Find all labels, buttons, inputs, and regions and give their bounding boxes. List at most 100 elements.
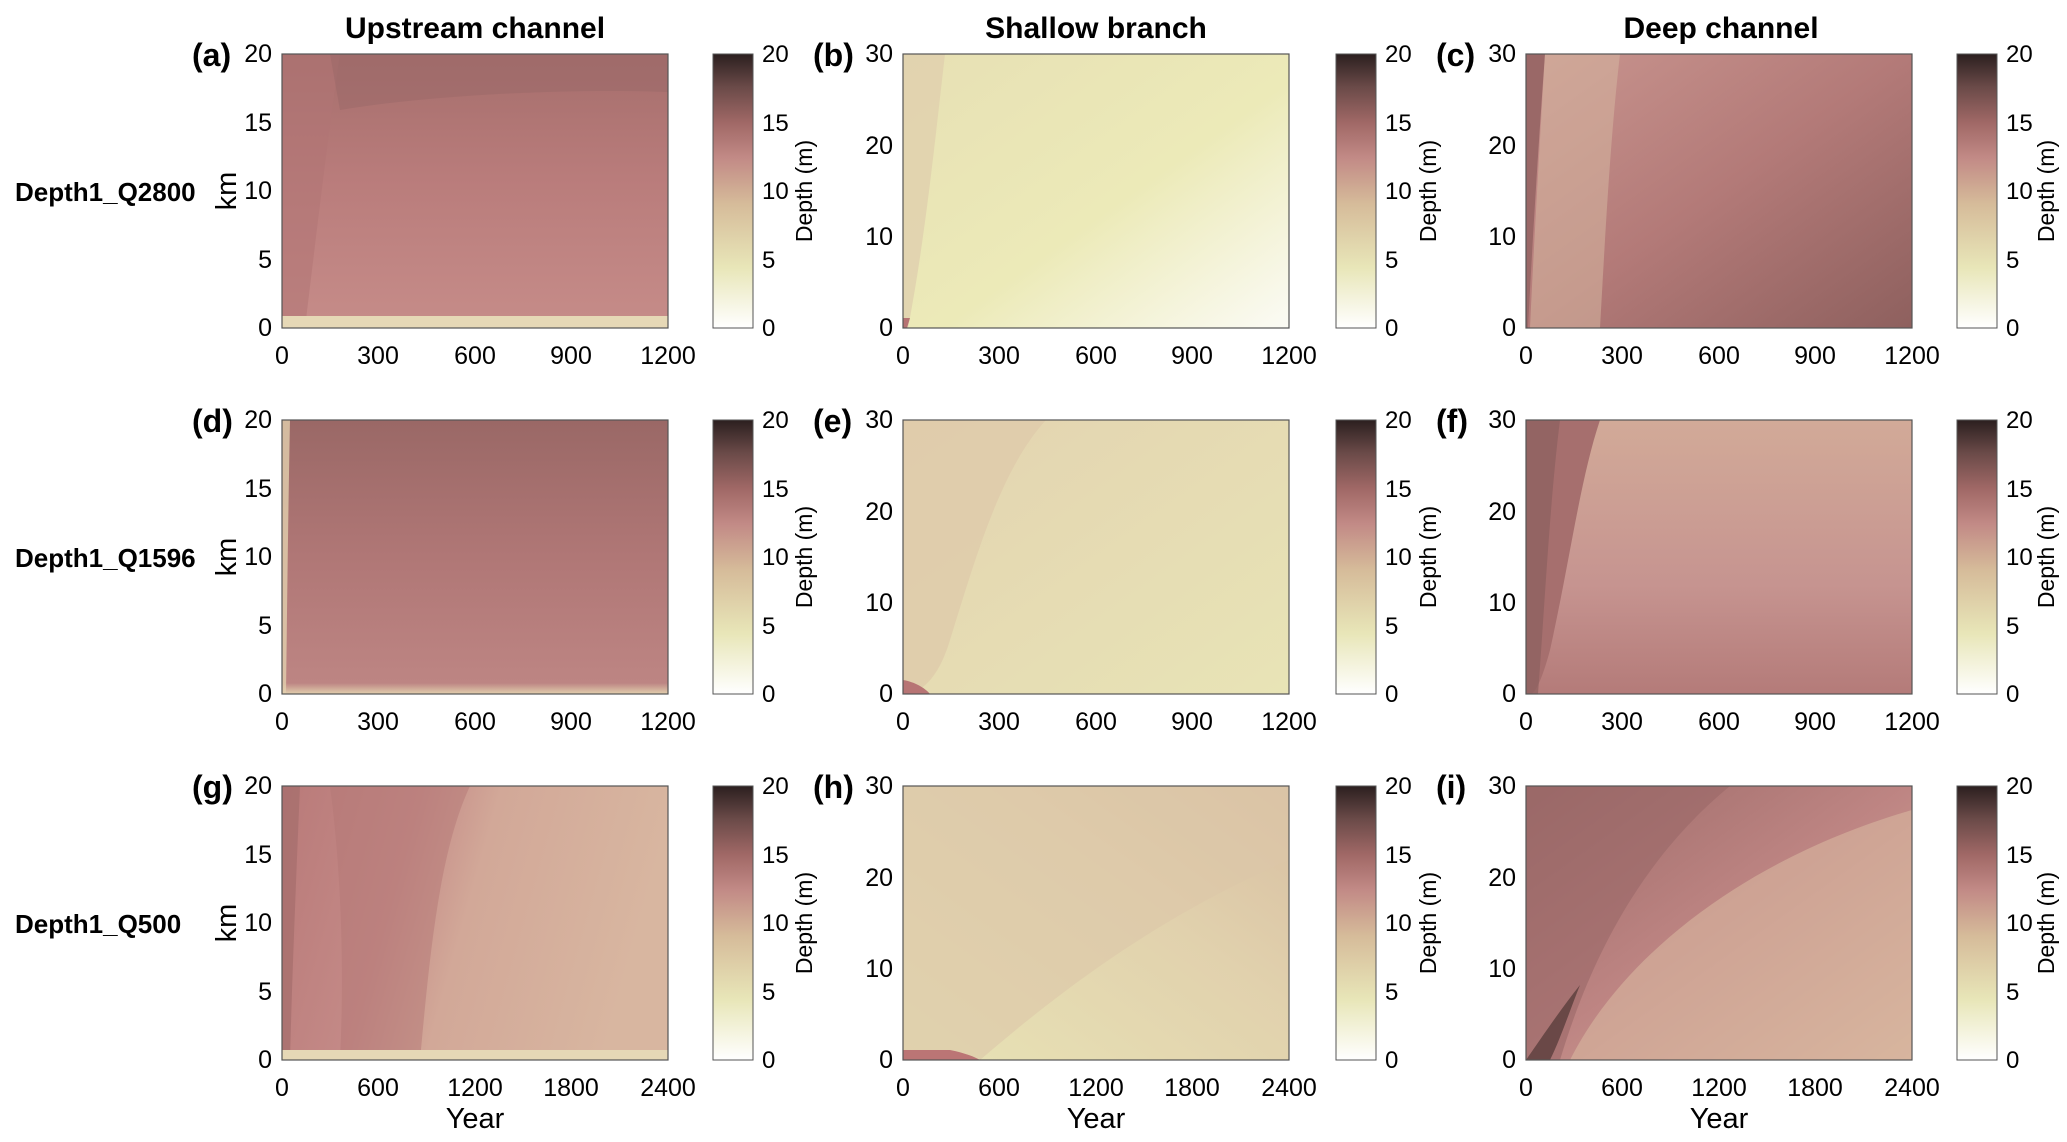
- x-tick-label: 600: [978, 1074, 1020, 1102]
- y-tick-label: 20: [1488, 498, 1516, 526]
- panel-letter-b: (b): [813, 37, 854, 73]
- x-tick-label: 1200: [1261, 342, 1317, 370]
- y-tick-label: 20: [244, 406, 272, 434]
- x-tick-label: 900: [550, 342, 592, 370]
- x-tick-label: 1200: [1068, 1074, 1124, 1102]
- colorbar-tick-label: 5: [1385, 247, 1398, 274]
- colorbar-tick-label: 20: [2006, 773, 2033, 800]
- depth-contour-band: [282, 1050, 668, 1060]
- colorbar-tick-label: 15: [1385, 476, 1412, 503]
- panel-a: (a) km 0 5 10 15 20 0 300 600 900 1200 0…: [192, 37, 817, 370]
- y-tick-label: 0: [1502, 314, 1516, 342]
- colorbar-tick-label: 15: [2006, 842, 2033, 869]
- colorbar-tick-label: 10: [2006, 910, 2033, 937]
- depth-contour-band: [903, 318, 910, 328]
- x-tick-label: 0: [896, 1074, 910, 1102]
- y-tick-label: 30: [1488, 40, 1516, 68]
- colorbar-tick-label: 15: [762, 476, 789, 503]
- y-tick-label: 30: [865, 406, 893, 434]
- x-tick-label: 1200: [1884, 342, 1940, 370]
- panel-e: (e) 0 10 20 30 0 300 600 900 1200 0 5 10…: [813, 403, 1441, 736]
- x-tick-label: 900: [1171, 342, 1213, 370]
- depth-contour-band: [1530, 54, 1620, 328]
- colorbar-tick-label: 10: [1385, 544, 1412, 571]
- colorbar: [712, 419, 754, 695]
- colorbar-label: Depth (m): [2033, 872, 2059, 974]
- x-tick-label: 1800: [1164, 1074, 1220, 1102]
- colorbar-label: Depth (m): [2033, 140, 2059, 242]
- colorbar-tick-label: 0: [762, 1047, 775, 1074]
- y-tick-label: 20: [865, 498, 893, 526]
- y-tick-label: 0: [1502, 1046, 1516, 1074]
- y-tick-label: 10: [244, 543, 272, 571]
- x-tick-label: 300: [357, 342, 399, 370]
- x-tick-label: 2400: [1261, 1074, 1317, 1102]
- colorbar-tick-label: 0: [1385, 315, 1398, 342]
- colorbar-tick-label: 10: [2006, 544, 2033, 571]
- panel-i: (i) 0 10 20 30 0 600 1200 1800 2400 Year…: [1436, 769, 2059, 1135]
- colorbar-tick-label: 15: [2006, 476, 2033, 503]
- panel-d: (d) km 0 5 10 15 20 0 300 600 900 1200 0…: [192, 403, 817, 736]
- panel-letter-g: (g): [192, 769, 233, 805]
- depth-contour-band: [1526, 54, 1545, 328]
- colorbar-tick-label: 5: [1385, 613, 1398, 640]
- colorbar-tick-label: 20: [762, 773, 789, 800]
- depth-contour-band: [1526, 420, 1560, 694]
- colorbar-tick-label: 10: [762, 910, 789, 937]
- colorbar-tick-label: 20: [1385, 407, 1412, 434]
- colorbar-label: Depth (m): [1415, 140, 1441, 242]
- x-axis-label: Year: [446, 1103, 505, 1135]
- y-tick-label: 20: [244, 40, 272, 68]
- y-tick-label: 20: [244, 772, 272, 800]
- y-tick-label: 10: [865, 955, 893, 983]
- x-tick-label: 900: [550, 708, 592, 736]
- y-tick-label: 5: [258, 978, 272, 1006]
- column-title-upstream: Upstream channel: [345, 12, 605, 45]
- x-tick-label: 600: [1075, 708, 1117, 736]
- colorbar-tick-label: 0: [2006, 315, 2019, 342]
- heatmap-area: [282, 420, 668, 694]
- x-tick-label: 900: [1171, 708, 1213, 736]
- colorbar-tick-label: 0: [2006, 1047, 2019, 1074]
- depth-contour-band: [903, 1050, 980, 1060]
- colorbar-tick-label: 5: [2006, 979, 2019, 1006]
- panel-letter-i: (i): [1436, 769, 1466, 805]
- x-tick-label: 2400: [640, 1074, 696, 1102]
- x-tick-label: 600: [1698, 342, 1740, 370]
- colorbar-label: Depth (m): [2033, 506, 2059, 608]
- colorbar-tick-label: 0: [762, 681, 775, 708]
- x-tick-label: 1200: [1691, 1074, 1747, 1102]
- colorbar: [1335, 785, 1377, 1061]
- x-tick-label: 1200: [640, 708, 696, 736]
- x-tick-label: 0: [1519, 342, 1533, 370]
- y-axis-label: km: [211, 904, 243, 943]
- panel-letter-f: (f): [1436, 403, 1468, 439]
- colorbar-tick-label: 15: [2006, 110, 2033, 137]
- colorbar-tick-label: 5: [1385, 979, 1398, 1006]
- depth-contour-band: [282, 54, 668, 110]
- y-tick-label: 0: [258, 314, 272, 342]
- colorbar-tick-label: 10: [2006, 178, 2033, 205]
- colorbar-tick-label: 10: [762, 544, 789, 571]
- y-tick-label: 20: [865, 864, 893, 892]
- colorbar-tick-label: 5: [762, 613, 775, 640]
- depth-contour-band: [330, 786, 470, 1060]
- row-label-q500: Depth1_Q500: [15, 909, 181, 939]
- panel-letter-d: (d): [192, 403, 233, 439]
- y-tick-label: 20: [865, 132, 893, 160]
- x-tick-label: 0: [896, 342, 910, 370]
- colorbar-label: Depth (m): [791, 506, 817, 608]
- y-tick-label: 10: [1488, 955, 1516, 983]
- x-tick-label: 1200: [640, 342, 696, 370]
- colorbar: [1956, 53, 1998, 329]
- x-tick-label: 300: [978, 708, 1020, 736]
- depth-contour-band: [903, 420, 1046, 694]
- x-tick-label: 0: [1519, 708, 1533, 736]
- colorbar-tick-label: 10: [762, 178, 789, 205]
- x-tick-label: 600: [1601, 1074, 1643, 1102]
- x-tick-label: 600: [1075, 342, 1117, 370]
- y-tick-label: 10: [244, 909, 272, 937]
- heatmap-area: [1526, 420, 1912, 694]
- x-tick-label: 900: [1794, 708, 1836, 736]
